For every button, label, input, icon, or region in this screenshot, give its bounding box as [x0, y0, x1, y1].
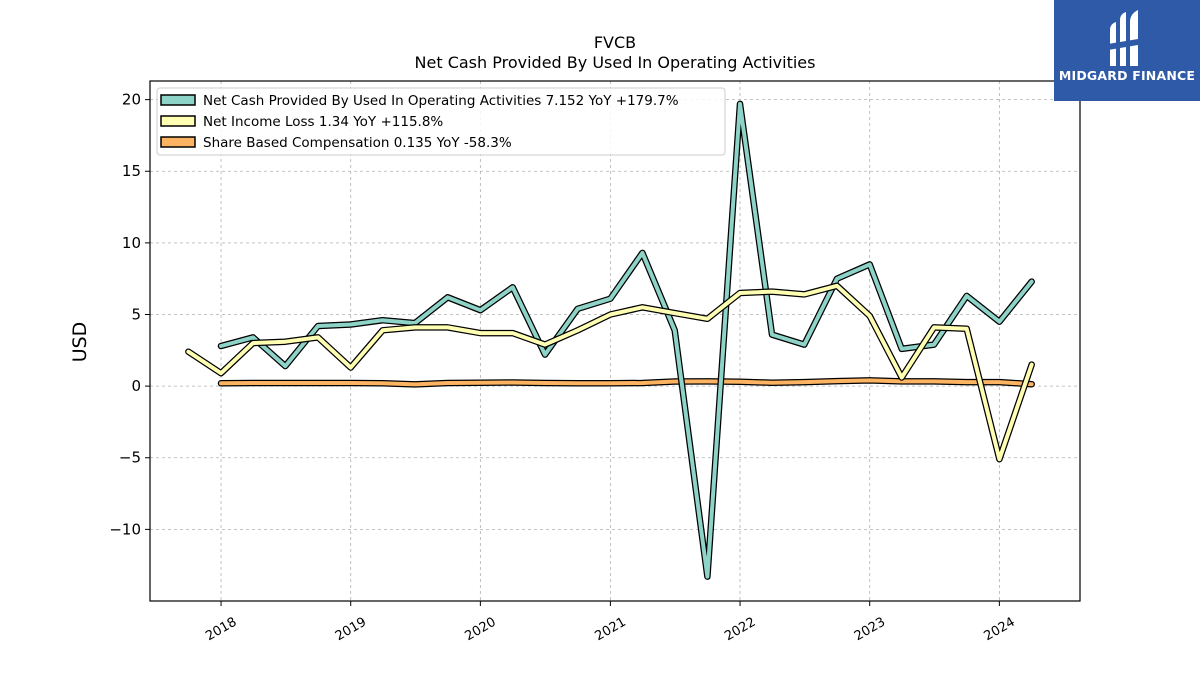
- x-tick-label: 2022: [722, 615, 758, 645]
- legend-entry: Share Based Compensation 0.135 YoY -58.3…: [203, 135, 512, 151]
- legend-entry: Net Income Loss 1.34 YoY +115.8%: [203, 114, 443, 130]
- x-tick-label: 2019: [333, 615, 369, 645]
- y-axis-label: USD: [69, 322, 91, 363]
- y-tick-label: 15: [122, 162, 141, 180]
- series-line: [219, 378, 1034, 387]
- y-tick-label: −10: [109, 520, 141, 538]
- legend-box: [156, 87, 726, 156]
- y-tick-label: 0: [131, 377, 141, 395]
- x-tick-label: 2021: [593, 615, 629, 645]
- x-tick-label: 2023: [852, 615, 888, 645]
- chart-title: FVCB: [594, 33, 636, 52]
- chart-subtitle: Net Cash Provided By Used In Operating A…: [415, 53, 816, 72]
- y-tick-label: −5: [119, 449, 141, 467]
- series-outline: [217, 100, 1035, 580]
- series-line: [219, 101, 1034, 579]
- y-tick-label: 5: [131, 305, 141, 323]
- axes: −10 −5 0 5 10 15 20 2018 2019 2020 2021 2022 2023 202…: [109, 91, 1017, 645]
- legend-swatch: [160, 115, 196, 127]
- legend-entry: Net Cash Provided By Used In Operating A…: [203, 93, 679, 109]
- legend-swatch: [160, 136, 196, 148]
- plot-frame: [149, 80, 1081, 602]
- x-tick-label: 2024: [982, 615, 1018, 645]
- plot-series: [185, 100, 1035, 580]
- y-tick-label: 20: [122, 91, 141, 109]
- legend-swatch: [160, 94, 196, 106]
- midgard-logo-mark-icon: [1108, 10, 1144, 66]
- x-tick-label: 2020: [463, 615, 499, 645]
- legend: Net Cash Provided By Used In Operating A…: [156, 87, 726, 156]
- y-tick-label: 10: [122, 234, 141, 252]
- brand-name: MIDGARD FINANCE: [1058, 68, 1196, 83]
- series-line: [186, 283, 1034, 462]
- brand-logo: MIDGARD FINANCE: [1054, 0, 1200, 101]
- x-tick-label: 2018: [203, 615, 239, 645]
